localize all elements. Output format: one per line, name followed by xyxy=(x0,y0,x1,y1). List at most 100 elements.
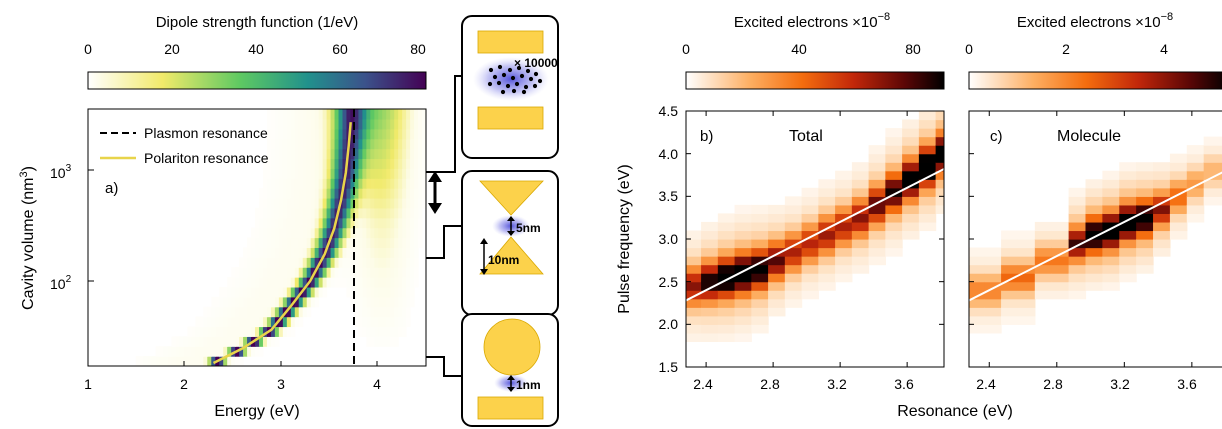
heatmap-a-cell xyxy=(406,197,411,209)
heatC-cell xyxy=(1017,264,1036,274)
heatmap-a-cell xyxy=(338,168,344,179)
heatmap-a-cell xyxy=(350,197,356,209)
heatmap-a-cell xyxy=(326,168,332,179)
heatmap-a-cell xyxy=(390,158,395,169)
heatmap-a-cell xyxy=(286,197,292,209)
heatC-cell xyxy=(1220,162,1222,172)
y-tick-a-1000: 103 xyxy=(50,163,72,181)
heatmap-a-cell xyxy=(330,109,336,120)
heatB-cell xyxy=(768,221,786,232)
heatmap-a-cell xyxy=(195,336,200,347)
heatmap-a-cell xyxy=(318,227,324,239)
heatmap-a-cell xyxy=(398,326,403,337)
molecule-dot xyxy=(532,83,538,89)
heatmap-a-cell xyxy=(410,267,415,278)
bowtie-upper-triangle xyxy=(479,180,544,216)
heatmap-a-cell xyxy=(342,109,348,120)
heatmap-a-cell xyxy=(378,247,383,258)
x-tick-c-2.4: 2.4 xyxy=(976,376,996,392)
heatB-cell xyxy=(835,247,853,257)
heatB-cell xyxy=(751,324,769,334)
heatB-cell xyxy=(717,247,736,257)
heatmap-a-cell xyxy=(290,168,296,179)
heatmap-a-cell xyxy=(342,158,348,169)
heatC-cell xyxy=(1203,162,1222,172)
heatmap-a-cell xyxy=(378,267,383,278)
heatB-cell xyxy=(717,281,736,291)
heatB-cell xyxy=(885,204,903,214)
heatmap-a-cell xyxy=(390,148,395,160)
heatmap-a-cell xyxy=(274,207,280,219)
heatB-cell xyxy=(868,230,886,240)
heatmap-a-cell xyxy=(378,148,383,160)
heatmap-a-cell xyxy=(422,118,426,130)
heatmap-a-cell xyxy=(286,237,292,248)
heatB-cell xyxy=(784,239,803,249)
heatC-cell xyxy=(984,315,1002,325)
heatmap-a-cell xyxy=(310,109,316,120)
heatmap-a-cell xyxy=(298,118,304,130)
heatmap-a-cell xyxy=(239,296,244,308)
heatmap-a-cell xyxy=(378,118,383,130)
colorbar-a-tick-3: 60 xyxy=(332,41,348,57)
heatmap-a-cell xyxy=(258,316,264,328)
heatmap-a-cell xyxy=(290,326,296,337)
heatmap-a-cell xyxy=(406,306,411,318)
heatC-cell xyxy=(1001,247,1019,257)
heatmap-a-cell xyxy=(362,109,367,120)
x-axis-b: 2.4 2.8 3.2 3.6 xyxy=(693,376,914,392)
heatmap-a-cell xyxy=(274,247,280,258)
heatmap-a-cell xyxy=(338,178,344,189)
heatC-cell xyxy=(1102,204,1120,214)
heatmap-a-cell xyxy=(358,188,363,199)
heatmap-a-cell xyxy=(231,316,236,328)
heatB-cell xyxy=(734,239,752,249)
heatmap-a-cell xyxy=(418,207,423,219)
heatC-cell xyxy=(1102,179,1120,189)
heatB-cell xyxy=(701,239,719,249)
heatC-cell xyxy=(969,247,985,257)
colorbar-c-tick-2: 4 xyxy=(1160,41,1168,57)
heatmap-a-cell xyxy=(386,257,391,268)
heatmap-a-cell xyxy=(374,267,379,278)
heatC-cell xyxy=(969,281,985,291)
heatC-cell xyxy=(1169,187,1188,197)
heatmap-a-cell xyxy=(338,158,344,169)
heatC-cell xyxy=(969,290,985,300)
heatmap-a-cell xyxy=(410,277,415,288)
heatmap-a-cell xyxy=(306,109,312,120)
heatB-cell xyxy=(734,298,752,308)
heatmap-a-cell xyxy=(338,227,344,239)
heatmap-a-cell xyxy=(390,109,395,120)
heatmap-a-cell xyxy=(163,346,169,357)
heatmap-a-cell xyxy=(298,217,304,229)
heatB-cell xyxy=(935,111,944,112)
heatmap-a-cell xyxy=(195,356,200,366)
heatmap-a-cell xyxy=(251,257,256,268)
heatmap-a-cell xyxy=(286,168,292,179)
heatmap-a-cell xyxy=(410,237,415,248)
metal-plate-bottom xyxy=(477,396,544,420)
heatmap-a-cell xyxy=(247,306,252,318)
heatmap-a-cell xyxy=(211,326,216,337)
heatmap-a-cell xyxy=(211,316,216,328)
heatB-cell xyxy=(902,179,920,189)
heatmap-a-cell xyxy=(215,346,220,357)
heatmap-a-cell xyxy=(382,227,387,239)
heatmap-a-cell xyxy=(350,217,356,229)
heatC-cell xyxy=(1220,196,1222,206)
heatmap-a-cell xyxy=(382,109,387,120)
heatB-cell xyxy=(918,128,937,138)
heatmap-a-cell xyxy=(199,326,204,337)
heatmap-a-cell xyxy=(390,247,395,258)
connector-top xyxy=(426,75,462,173)
heatmap-a-cell xyxy=(255,237,260,248)
heatC-cell xyxy=(1186,204,1205,214)
heatmap-a-cell xyxy=(382,148,387,160)
heatmap-a-cell xyxy=(378,227,383,239)
heatC-cell xyxy=(1085,264,1103,274)
panel-c-title: Molecule xyxy=(1057,128,1121,145)
heatB-cell xyxy=(885,128,903,138)
heatmap-a-cell xyxy=(322,257,328,268)
heatB-cell xyxy=(935,162,944,172)
